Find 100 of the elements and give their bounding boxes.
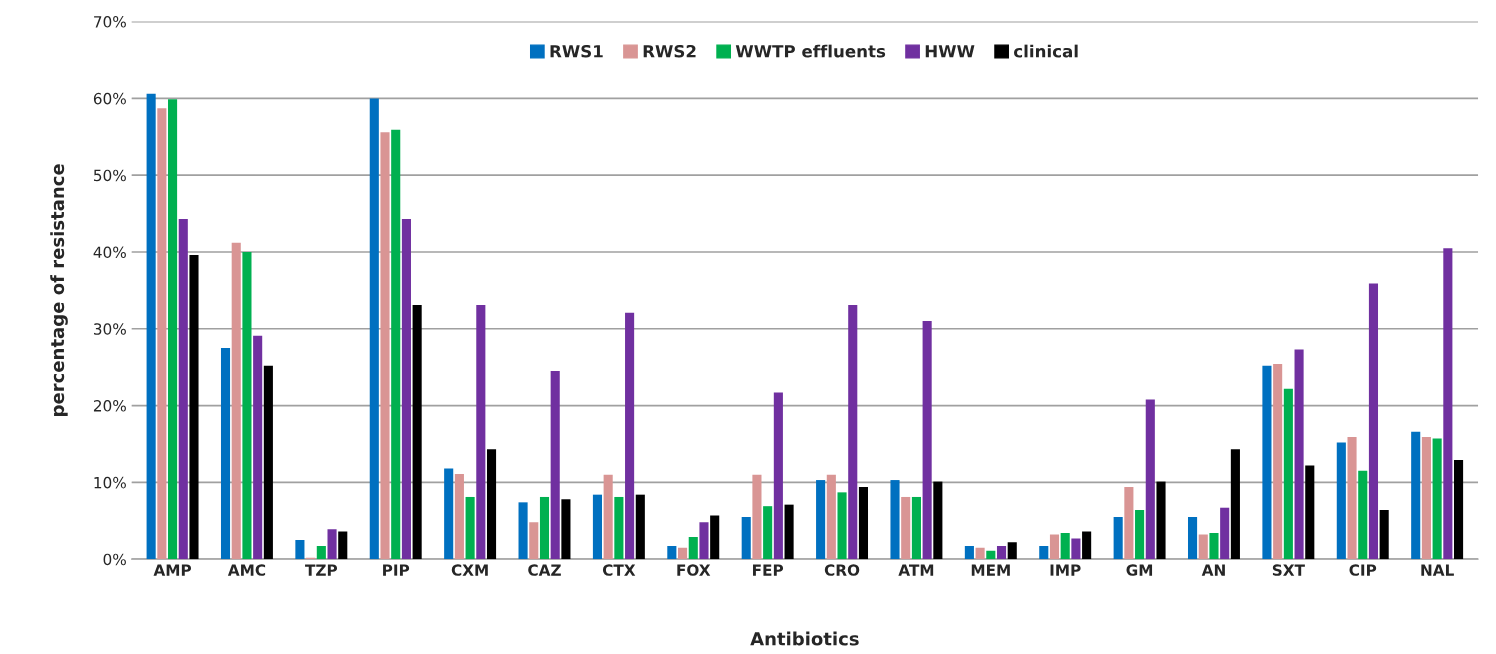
bar [444,468,454,560]
bar [1454,460,1464,560]
bar [890,480,900,560]
bar [380,132,390,560]
bar [412,304,422,560]
bar [1347,437,1357,560]
bar [625,312,635,560]
x-tick-label: FOX [677,564,711,576]
bar [146,93,156,560]
bar [178,218,188,560]
x-tick-label: AN [1201,564,1225,576]
bar [1209,533,1219,560]
bar [518,502,528,560]
bar [550,371,560,560]
bar [699,522,709,560]
bar [922,321,932,560]
bar [316,546,326,560]
x-tick-label: ATM [898,564,934,576]
bar [168,99,178,560]
x-tick-label: TZP [305,564,338,576]
bar [391,129,401,560]
y-axis-title: percentage of resistance [50,164,68,416]
bar [1049,534,1060,560]
bar [454,473,464,560]
bar [1156,481,1166,560]
bar [678,547,688,560]
bar [295,539,305,560]
x-tick-label: MEM [971,564,1010,576]
bar [157,108,167,560]
bar [1060,533,1070,560]
bar [826,474,836,560]
bar [1071,538,1081,560]
bar [1198,534,1208,560]
bar [242,251,252,560]
bar [369,98,379,560]
legend-label: clinical [1014,44,1078,58]
bar [816,480,826,560]
y-tick-label: 30% [93,323,126,335]
bar [1336,442,1346,560]
bar [327,529,337,560]
bar [401,218,411,560]
bar [848,304,858,560]
bar [1305,465,1315,560]
bar [1283,388,1293,560]
bar [220,347,231,560]
y-tick-label: 40% [93,246,126,258]
bar [1432,438,1442,560]
bar [1082,531,1092,560]
y-tick-label: 50% [94,169,126,182]
bar [1007,542,1017,560]
bar [614,496,624,560]
x-tick-label: AMP [153,564,192,576]
bar [1220,507,1230,560]
bar [338,531,348,560]
x-tick-label: PIP [383,564,410,576]
bar [189,255,199,560]
bar [1145,399,1155,560]
bar [1188,516,1198,560]
y-tick-label: 0% [103,553,126,566]
bar [901,496,911,560]
bar [561,499,571,560]
bar [263,365,273,560]
x-axis-title: Antibiotics [750,631,859,646]
legend-label: WWTP effluents [735,44,886,58]
bar [1135,510,1145,560]
bar [996,546,1007,560]
bar [253,335,263,560]
bar [741,516,751,560]
x-tick-label: CXM [451,564,488,576]
bar [964,546,974,560]
bar [529,522,539,560]
bar [1443,248,1453,560]
bar [667,546,677,560]
bar [476,304,486,560]
bar [1262,365,1272,560]
x-tick-label: IMP [1050,564,1081,576]
bar [486,449,497,560]
y-tick-label: 10% [94,476,126,489]
bar [635,494,645,560]
bar [1358,470,1368,560]
bar [837,492,847,560]
bar [975,547,985,560]
bar [603,474,613,560]
bar [1294,349,1304,560]
y-tick-label: 70% [94,16,126,28]
x-tick-label: GM [1126,564,1153,576]
bar [752,474,762,560]
bar [1421,437,1431,560]
x-tick-label: NAL [1421,564,1454,576]
bar [539,496,550,560]
y-tick-label: 20% [93,400,126,412]
bar [1273,364,1283,560]
bar [1411,431,1421,560]
bar [933,481,943,560]
bar [763,506,773,560]
bar [784,504,794,560]
x-tick-label: CTX [602,564,636,576]
x-tick-label: SXT [1272,564,1305,576]
bar [1368,283,1379,560]
bar [773,392,783,560]
